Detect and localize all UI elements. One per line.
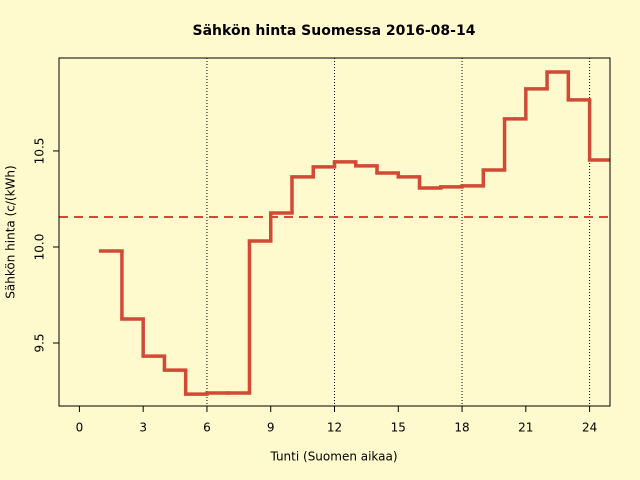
x-tick-label: 24 <box>582 421 597 435</box>
x-tick-label: 12 <box>327 421 342 435</box>
x-axis-label: Tunti (Suomen aikaa) <box>269 450 397 464</box>
y-axis-label: Sähkön hinta (c/(kWh) <box>4 165 18 298</box>
x-tick-label: 6 <box>203 421 211 435</box>
y-tick-label: 10.0 <box>33 234 47 261</box>
y-tick-label: 9.5 <box>33 333 47 352</box>
plot-area <box>59 58 610 406</box>
x-tick-label: 18 <box>454 421 469 435</box>
x-tick-label: 0 <box>76 421 84 435</box>
x-tick-label: 21 <box>518 421 533 435</box>
chart-title: Sähkön hinta Suomessa 2016-08-14 <box>193 23 476 39</box>
x-tick-label: 15 <box>391 421 406 435</box>
x-tick-label: 3 <box>139 421 147 435</box>
y-tick-label: 10.5 <box>33 138 47 165</box>
x-tick-label: 9 <box>267 421 275 435</box>
